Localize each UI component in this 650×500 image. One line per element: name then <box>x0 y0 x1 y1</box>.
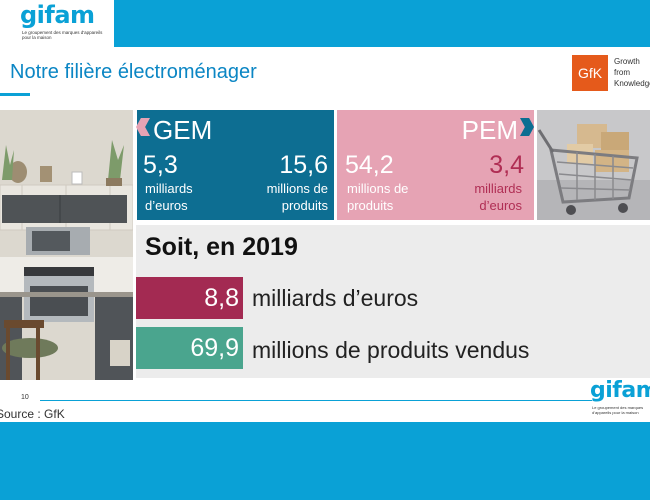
chevron-right-icon <box>520 118 534 136</box>
gem-unit-units: millions de produits <box>267 180 328 214</box>
gfk-logo-mark: GfK <box>572 55 608 91</box>
title-underline <box>0 93 30 96</box>
logo-word: gifam <box>20 1 95 29</box>
gem-value-revenue: 5,3 <box>143 151 178 179</box>
shopping-cart-photo <box>537 110 650 220</box>
gem-unit-revenue-line2: d’euros <box>145 198 188 213</box>
gem-unit-revenue: milliards d’euros <box>145 180 193 214</box>
pem-title: PEM <box>461 115 518 145</box>
gem-unit-units-line2: produits <box>281 198 328 213</box>
gem-unit-units-line1: millions de <box>266 181 328 196</box>
pem-unit-units: millions de produits <box>347 180 408 214</box>
chevron-left-icon <box>136 118 150 136</box>
pem-unit-units-line1: millions de <box>347 181 409 196</box>
gem-title: GEM <box>153 115 213 145</box>
pem-unit-units-line2: produits <box>347 198 394 213</box>
summary-label-revenue: milliards d’euros <box>252 285 419 311</box>
gfk-logo: GfK Growth from Knowledge <box>572 55 650 91</box>
footer-divider <box>40 400 592 401</box>
pem-panel: PEM 54,2 millions de produits 3,4 millia… <box>337 110 534 220</box>
pem-unit-revenue-line1: milliards <box>474 181 522 196</box>
gem-unit-revenue-line1: milliards <box>145 181 193 196</box>
gifam-logo: gifam Le groupement des marques d'appare… <box>0 0 114 47</box>
pem-value-revenue: 3,4 <box>489 151 524 179</box>
pem-unit-revenue: milliards d’euros <box>474 180 522 214</box>
gem-value-units: 15,6 <box>279 151 328 179</box>
footer-logo-tagline: Le groupement des marques d'appareils po… <box>592 405 644 415</box>
summary-value-units: 69,9 <box>136 327 243 369</box>
page-title: Notre filière électroménager <box>10 61 257 83</box>
gfk-tagline-line1: Growth <box>614 57 640 66</box>
gfk-tagline: Growth from Knowledge <box>614 56 650 89</box>
pem-unit-revenue-line2: d’euros <box>479 198 522 213</box>
slide: gifam Le groupement des marques d'appare… <box>0 0 650 422</box>
summary-value-revenue: 8,8 <box>136 277 243 319</box>
page-number: 10 <box>21 394 29 401</box>
footer-logo-word: gifam <box>590 378 650 403</box>
source-note: Source : GfK <box>0 407 65 421</box>
summary-title: Soit, en 2019 <box>145 233 298 261</box>
summary-label-units: millions de produits vendus <box>252 337 530 363</box>
gem-panel: GEM 5,3 milliards d’euros 15,6 millions … <box>137 110 334 220</box>
logo-tagline: Le groupement des marques d'appareils po… <box>22 30 103 40</box>
kitchen-photo <box>0 110 133 380</box>
gfk-tagline-line3: Knowledge <box>614 79 650 88</box>
pem-value-units: 54,2 <box>345 151 394 179</box>
gifam-footer-logo: gifam Le groupement des marques d'appare… <box>590 378 650 418</box>
gfk-tagline-line2: from <box>614 68 630 77</box>
